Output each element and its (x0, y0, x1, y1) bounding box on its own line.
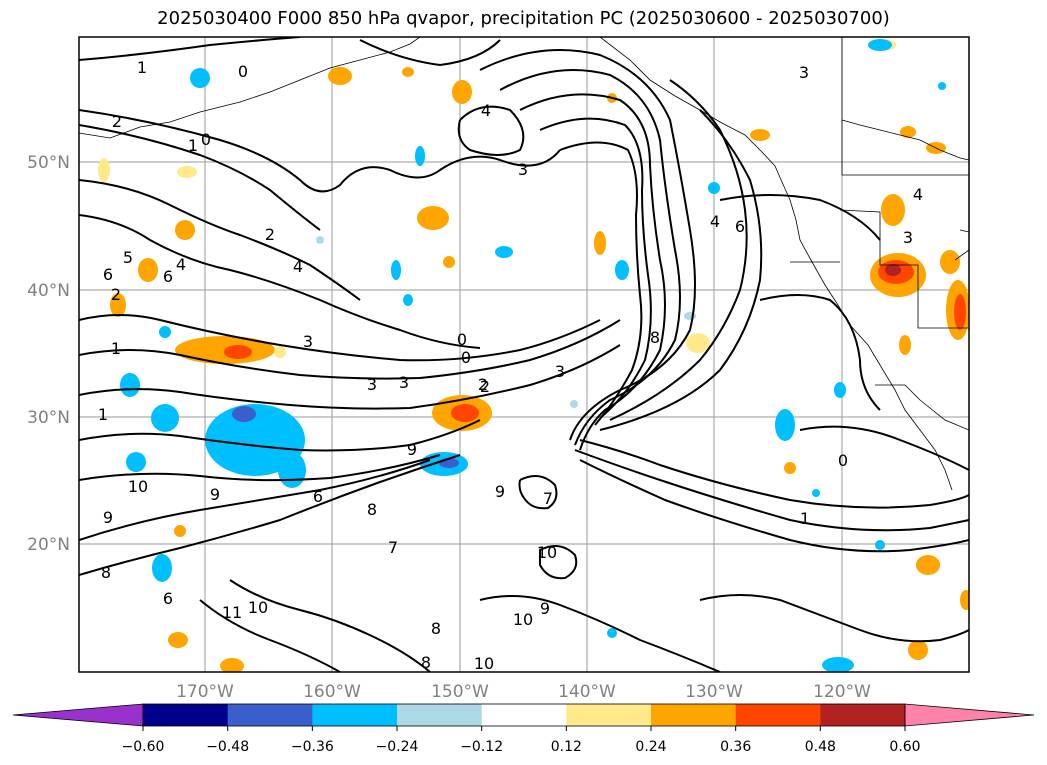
contour-label: 9 (495, 482, 505, 501)
contour-label: 3 (555, 362, 565, 381)
colorbar-tick-label: 0.60 (889, 739, 920, 755)
colorbar-segment (227, 704, 313, 726)
colorbar-tick-label: −0.24 (376, 739, 419, 755)
precip-fill (98, 39, 969, 672)
lon-label-150: 150°W (431, 682, 489, 702)
colorbar-outline (142, 703, 906, 727)
contour-label: 4 (293, 257, 303, 276)
colorbar-segment (735, 704, 821, 726)
colorbar-segment (481, 704, 567, 726)
contour-label: 4 (176, 255, 186, 274)
lon-label-120: 120°W (813, 682, 871, 702)
colorbar (12, 703, 1035, 727)
contour-label: 4 (481, 101, 491, 120)
colorbar-tick-label: 0.48 (805, 739, 836, 755)
lon-axis: 170°W 160°W 150°W 140°W 130°W 120°W (176, 682, 871, 702)
colorbar-tick-label: 0.12 (551, 739, 582, 755)
lat-label-50: 50°N (27, 153, 70, 173)
colorbar-tick-label: 0.24 (635, 739, 666, 755)
contour-label: 7 (388, 538, 398, 557)
contour-label: 3 (903, 228, 913, 247)
contour-label: 11 (222, 603, 242, 622)
colorbar-extend-min (12, 703, 144, 727)
lon-label-160: 160°W (303, 682, 361, 702)
contour-label: 10 (128, 477, 148, 496)
colorbar-segment (143, 704, 229, 726)
map-border (78, 36, 970, 673)
contour-label: 10 (474, 654, 494, 673)
lon-label-140: 140°W (558, 682, 616, 702)
contour-label: 9 (407, 440, 417, 459)
contour-label: 1 (111, 339, 121, 358)
lat-label-20: 20°N (27, 535, 70, 555)
contour-label: 2 (112, 112, 122, 131)
contour-label: 1 (800, 509, 810, 528)
figure-title: 2025030400 F000 850 hPa qvapor, precipit… (157, 8, 890, 29)
contour-label: 3 (303, 332, 313, 351)
colorbar-ticks: −0.60 −0.48 −0.36 −0.24 −0.12 0.12 0.24 0.36 0.4… (122, 726, 921, 755)
contour-label: 1 (188, 136, 198, 155)
contour-label: 2 (265, 225, 275, 244)
colorbar-extend-max (904, 703, 1035, 727)
colorbar-tick-label: −0.48 (206, 739, 249, 755)
contour-label: 10 (513, 610, 533, 629)
contour-label: 6 (163, 589, 173, 608)
contour-label: 0 (238, 62, 248, 81)
contour-label: 10 (248, 598, 268, 617)
contour-label: 6 (103, 265, 113, 284)
contour-label: 4 (913, 185, 923, 204)
contour-label: 3 (799, 63, 809, 82)
contour-label: 4 (710, 212, 720, 231)
contour-label: 3 (518, 160, 528, 179)
lat-label-30: 30°N (27, 408, 70, 428)
contour-label: 1 (98, 405, 108, 424)
contour-label: 8 (367, 500, 377, 519)
contour-label: 6 (163, 267, 173, 286)
contour-label: 2 (111, 285, 121, 304)
contour-label: 9 (540, 599, 550, 618)
lat-axis: 50°N 40°N 30°N 20°N (27, 153, 70, 555)
contour-label: 10 (537, 543, 557, 562)
contour-label: 6 (735, 217, 745, 236)
colorbar-segment (312, 704, 398, 726)
contour-label: 8 (650, 328, 660, 347)
contour-label: 8 (421, 653, 431, 672)
contour-label: 2 (480, 377, 490, 396)
contour-label: 8 (101, 563, 111, 582)
contour-label: 7 (543, 489, 553, 508)
contours (79, 37, 969, 672)
contour-label: 6 (313, 487, 323, 506)
lon-label-170: 170°W (176, 682, 234, 702)
contour-label: 8 (431, 619, 441, 638)
colorbar-tick-label: −0.12 (460, 739, 503, 755)
colorbar-tick-label: −0.36 (291, 739, 334, 755)
contour-label: 2 (478, 375, 488, 394)
contour-label: 3 (367, 375, 377, 394)
contour-label: 5 (123, 248, 133, 267)
contour-label: 0 (838, 451, 848, 470)
contour-label: 0 (457, 330, 467, 349)
colorbar-tick-label: 0.36 (720, 739, 751, 755)
lat-label-40: 40°N (27, 281, 70, 301)
contour-label: 0 (461, 348, 471, 367)
colorbar-segment (397, 704, 483, 726)
contour-label: 9 (103, 508, 113, 527)
colorbar-segment (820, 704, 906, 726)
contour-label: 1 (137, 58, 147, 77)
colorbar-segment (566, 704, 652, 726)
lon-label-130: 130°W (685, 682, 743, 702)
contour-label: 0 (201, 130, 211, 149)
contour-label: 9 (210, 485, 220, 504)
contour-label: 3 (399, 373, 409, 392)
colorbar-segment (651, 704, 737, 726)
colorbar-tick-label: −0.60 (122, 739, 165, 755)
